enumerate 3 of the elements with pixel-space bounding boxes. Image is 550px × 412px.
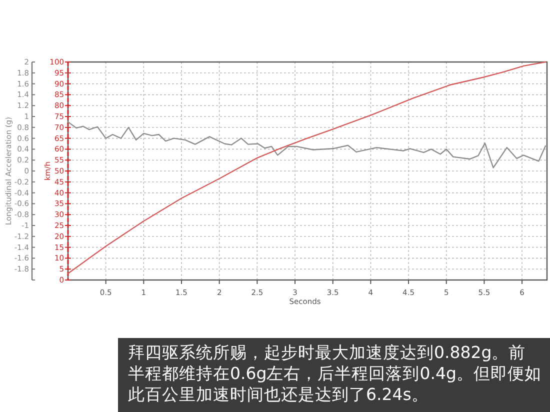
line-series	[67, 121, 546, 168]
text: 拜四驱系统所赐，起步时最大加速度达到0.882g。前半程都维持在0.6g左右，后半程回落到0.4g。但即便如此百公里加速时间也还是达到了6.24s。	[128, 343, 542, 404]
line-series	[67, 61, 546, 274]
